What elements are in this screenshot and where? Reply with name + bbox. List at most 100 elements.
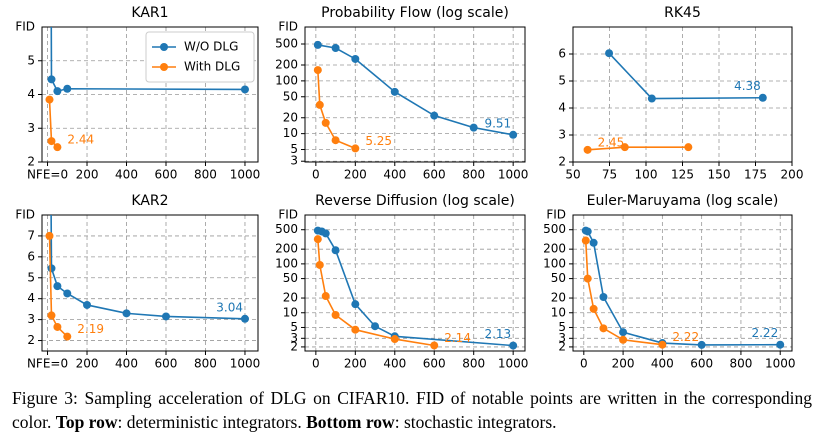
caption-lead: Figure 3: Sampling acceleration of DLG o…	[12, 388, 812, 432]
x-tick-label: 50	[565, 168, 580, 182]
panel: RK45 2 3 4 5 6 50 75 100 125 150 175 200 4.38 2.45	[558, 5, 803, 182]
point	[351, 54, 360, 63]
point	[390, 335, 399, 344]
x-tick-label: 200	[344, 357, 367, 371]
plot-frame	[41, 214, 259, 352]
point	[45, 231, 54, 240]
y-tick-label: 200	[275, 242, 298, 256]
y-tick-label: 50	[283, 89, 298, 103]
point	[240, 85, 249, 94]
point	[313, 66, 322, 75]
x-tick-label: 100	[635, 168, 658, 182]
point	[776, 340, 785, 349]
y-tick-label: 50	[283, 271, 298, 285]
point	[63, 289, 72, 298]
point	[469, 123, 478, 132]
y-tick-label: 2	[27, 155, 35, 169]
y-tick-label: 500	[275, 222, 298, 236]
plot-frame	[304, 214, 526, 352]
point	[161, 312, 170, 321]
y-tick-label: 4	[27, 87, 35, 101]
x-tick-label: 800	[194, 357, 217, 371]
y-tick-label: 100	[543, 256, 566, 270]
point	[509, 341, 518, 350]
y-tick-label: 3	[558, 331, 566, 345]
point	[47, 264, 56, 273]
panel: KAR2 2 3 4 5 6 7 NFE=0 200 400 600 800 1000 FID 3.04 2.…	[15, 193, 261, 371]
x-tick-label: 75	[602, 168, 617, 182]
y-tick-label: 7	[27, 228, 35, 242]
x-tick-label: 0	[312, 168, 320, 182]
point	[63, 84, 72, 93]
x-tick-label: 800	[462, 357, 485, 371]
value-label: 9.51	[484, 116, 511, 130]
legend-marker	[160, 63, 168, 71]
panel: KAR12345NFE=02004006008001000FID4.152.44…	[15, 5, 260, 182]
point	[331, 310, 340, 319]
value-label: 2.22	[672, 330, 699, 344]
value-label: 5.25	[365, 134, 392, 148]
series-line	[48, 235, 68, 338]
plot-frame	[304, 26, 526, 163]
y-tick-label: 3	[27, 121, 35, 135]
panel-title: Reverse Diffusion (log scale)	[315, 193, 515, 209]
x-tick-label: 200	[76, 357, 99, 371]
value-label: 4.38	[734, 79, 761, 93]
point	[321, 118, 330, 127]
y-tick-label: 200	[275, 57, 298, 71]
y-tick-label: 6	[27, 249, 35, 263]
point	[758, 93, 767, 102]
point	[581, 236, 590, 245]
x-tick-label: NFE=0	[27, 168, 68, 182]
point	[371, 322, 380, 331]
x-tick-label: 1000	[230, 357, 261, 371]
point	[122, 309, 131, 318]
point	[589, 304, 598, 313]
x-tick-label: 800	[462, 168, 485, 182]
y-tick-label: 200	[543, 242, 566, 256]
point	[583, 274, 592, 283]
y-tick-label: 2	[558, 339, 566, 353]
point	[83, 300, 92, 309]
point	[53, 322, 62, 331]
point	[509, 130, 518, 139]
x-tick-label: 400	[115, 168, 138, 182]
y-tick-label: 10	[283, 305, 298, 319]
panel-title: RK45	[664, 5, 701, 21]
point	[45, 95, 54, 104]
plot-frame	[572, 214, 793, 352]
caption-top-text: : deterministic integrators.	[117, 412, 307, 432]
point	[331, 246, 340, 255]
y-tick-label: 2	[558, 155, 566, 169]
y-tick-label: 2	[27, 333, 35, 347]
plot-frame	[572, 26, 793, 163]
y-tick-label: 20	[283, 110, 298, 124]
point	[620, 143, 629, 152]
x-tick-label: 1000	[765, 357, 796, 371]
value-label: 2.19	[77, 322, 104, 336]
point	[619, 335, 628, 344]
point	[599, 324, 608, 333]
figure: KAR12345NFE=02004006008001000FID4.152.44…	[15, 5, 803, 371]
x-tick-label: 800	[729, 357, 752, 371]
x-tick-label: 0	[312, 357, 320, 371]
plot-frame	[41, 26, 259, 163]
y-tick-label: 20	[283, 291, 298, 305]
value-label: 2.14	[444, 331, 471, 345]
point	[53, 143, 62, 152]
x-tick-label: NFE=0	[27, 357, 68, 371]
point	[313, 235, 322, 244]
y-tick-label: 4	[558, 101, 566, 115]
point	[47, 75, 56, 84]
y-tick-label: 5	[290, 320, 298, 334]
value-label: 3.04	[216, 300, 243, 314]
caption-bottom-label: Bottom row	[306, 412, 395, 432]
panel-title: Probability Flow (log scale)	[321, 5, 509, 21]
x-tick-label: 400	[383, 357, 406, 371]
x-tick-label: 400	[651, 357, 674, 371]
y-axis-label: FID	[546, 208, 566, 222]
point	[619, 328, 628, 337]
caption-bottom-text: : stochastic integrators.	[394, 412, 557, 432]
legend-box	[145, 31, 255, 83]
